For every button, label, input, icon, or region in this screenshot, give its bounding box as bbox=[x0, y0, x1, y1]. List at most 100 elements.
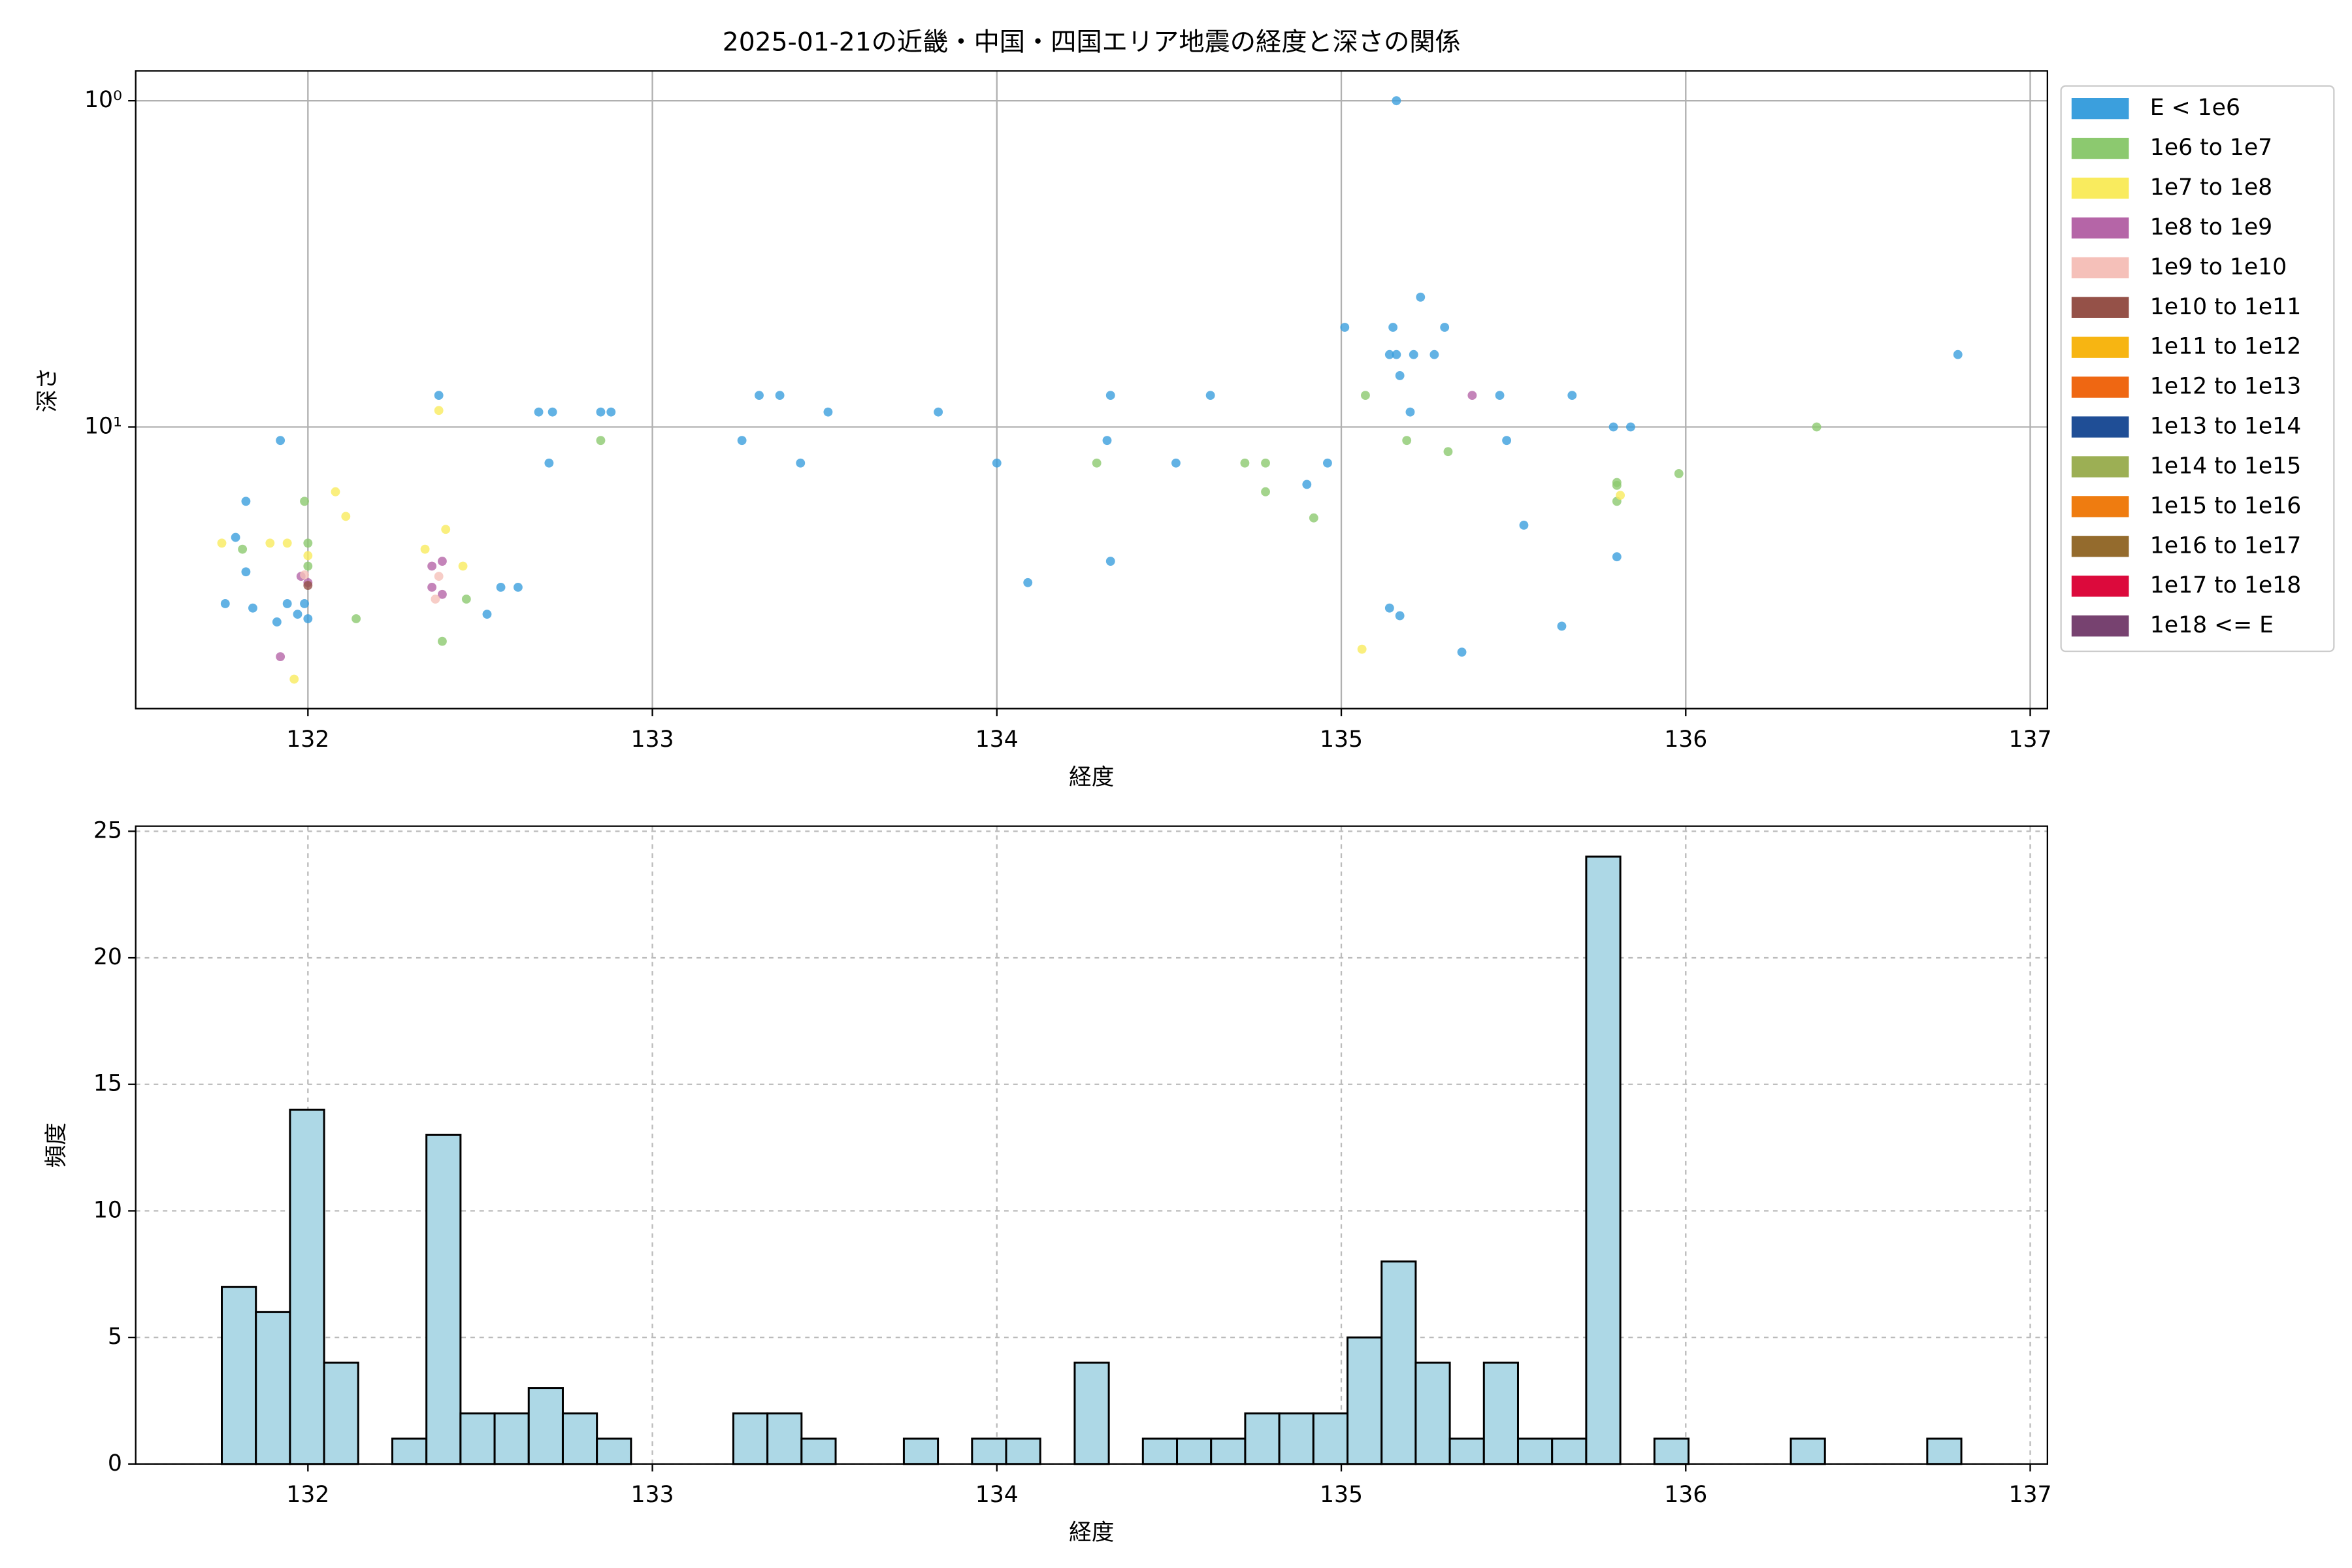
scatter-point bbox=[1812, 422, 1821, 432]
scatter-point bbox=[1625, 422, 1635, 432]
scatter-point bbox=[265, 538, 275, 548]
scatter-point bbox=[1953, 350, 1963, 359]
scatter-point bbox=[441, 525, 451, 534]
x-tick-label: 132 bbox=[286, 1482, 329, 1508]
legend-swatch bbox=[2071, 98, 2129, 120]
scatter-point bbox=[1457, 647, 1467, 657]
scatter-point bbox=[289, 674, 299, 684]
legend-swatch bbox=[2071, 576, 2129, 597]
scatter-point bbox=[1261, 458, 1270, 468]
scatter-point bbox=[1567, 391, 1577, 400]
scatter-point bbox=[220, 599, 230, 608]
scatter-point bbox=[1416, 292, 1426, 302]
legend-swatch bbox=[2071, 217, 2129, 239]
scatter-point bbox=[755, 391, 764, 400]
y-tick-label: 0 bbox=[108, 1450, 122, 1477]
scatter-point bbox=[1519, 520, 1529, 530]
scatter-point bbox=[241, 567, 251, 577]
scatter-point bbox=[276, 652, 286, 662]
scatter-point bbox=[238, 544, 248, 554]
scatter-point bbox=[596, 407, 606, 417]
histogram-bar bbox=[425, 1134, 462, 1465]
scatter-point bbox=[1612, 480, 1622, 490]
scatter-point bbox=[303, 581, 313, 590]
scatter-point bbox=[461, 595, 471, 604]
scatter-point bbox=[1402, 436, 1412, 446]
x-tick-label: 133 bbox=[631, 1482, 674, 1508]
histogram-bar bbox=[1448, 1437, 1485, 1465]
histogram-bar bbox=[1210, 1437, 1247, 1465]
histogram-bar bbox=[766, 1412, 803, 1465]
scatter-point bbox=[1388, 323, 1398, 332]
histogram-bar bbox=[493, 1412, 530, 1465]
scatter-point bbox=[596, 436, 606, 446]
histogram-bar bbox=[1653, 1437, 1690, 1465]
x-tick-label: 136 bbox=[1664, 1482, 1707, 1508]
legend-label: E < 1e6 bbox=[2150, 95, 2240, 121]
scatter-point bbox=[1360, 391, 1370, 400]
legend-swatch bbox=[2071, 177, 2129, 199]
scatter-point bbox=[547, 407, 557, 417]
histogram-bar bbox=[1176, 1437, 1213, 1465]
scatter-point bbox=[1357, 644, 1367, 654]
scatter-point bbox=[231, 532, 240, 542]
scatter-point bbox=[1674, 469, 1684, 478]
y-tick-label: 10 bbox=[93, 1197, 122, 1223]
scatter-point bbox=[438, 636, 447, 646]
scatter-point bbox=[300, 599, 309, 608]
legend-swatch bbox=[2071, 336, 2129, 358]
scatter-point bbox=[1495, 391, 1505, 400]
scatter-point bbox=[434, 391, 444, 400]
legend-label: 1e7 to 1e8 bbox=[2150, 174, 2272, 201]
legend-label: 1e6 to 1e7 bbox=[2150, 135, 2272, 161]
scatter-point bbox=[1102, 436, 1112, 446]
scatter-point bbox=[775, 391, 785, 400]
histogram-bar bbox=[1073, 1362, 1110, 1465]
scatter-point bbox=[1609, 422, 1618, 432]
histogram-bar bbox=[1141, 1437, 1179, 1465]
scatter-point bbox=[458, 561, 468, 571]
scatter-point bbox=[823, 407, 833, 417]
scatter-point bbox=[427, 582, 437, 592]
scatter-point bbox=[1340, 323, 1350, 332]
x-tick-label: 134 bbox=[975, 1482, 1019, 1508]
scatter-point bbox=[1105, 391, 1115, 400]
legend-swatch bbox=[2071, 257, 2129, 278]
histogram-bar bbox=[1380, 1260, 1417, 1465]
legend-swatch bbox=[2071, 615, 2129, 637]
histogram-bar bbox=[255, 1311, 291, 1465]
axes-frame bbox=[135, 825, 2048, 1465]
scatter-point bbox=[992, 458, 1002, 468]
scatter-point bbox=[1205, 391, 1215, 400]
scatter-point bbox=[514, 582, 523, 592]
legend-label: 1e8 to 1e9 bbox=[2150, 214, 2272, 240]
chart-title: 2025-01-21の近畿・中国・四国エリア地震の経度と深さの関係 bbox=[723, 27, 1461, 57]
histogram-bar bbox=[527, 1387, 564, 1465]
histogram-bar bbox=[1005, 1437, 1041, 1465]
legend-label: 1e15 to 1e16 bbox=[2150, 493, 2301, 519]
histogram-bar bbox=[1926, 1437, 1963, 1465]
scatter-point bbox=[331, 487, 340, 497]
scatter-point bbox=[1557, 621, 1567, 631]
scatter-point bbox=[1023, 578, 1033, 587]
scatter-point bbox=[737, 436, 747, 446]
legend-label: 1e10 to 1e11 bbox=[2150, 294, 2301, 320]
x-axis-label: 経度 bbox=[1069, 764, 1114, 791]
legend-label: 1e12 to 1e13 bbox=[2150, 374, 2301, 400]
scatter-point bbox=[341, 512, 351, 521]
scatter-point bbox=[438, 589, 447, 599]
histogram-bar bbox=[459, 1412, 496, 1465]
histogram-bar bbox=[596, 1437, 632, 1465]
scatter-point bbox=[1323, 458, 1332, 468]
scatter-point bbox=[1440, 323, 1450, 332]
legend-label: 1e14 to 1e15 bbox=[2150, 453, 2301, 479]
histogram-bar bbox=[1516, 1437, 1554, 1465]
scatter-point bbox=[276, 436, 286, 446]
histogram-bar bbox=[1551, 1437, 1588, 1465]
legend-swatch bbox=[2071, 496, 2129, 517]
scatter-point bbox=[1105, 557, 1115, 566]
y-axis-label: 頻度 bbox=[44, 1122, 70, 1168]
scatter-point bbox=[431, 595, 440, 604]
x-tick-label: 135 bbox=[1320, 727, 1363, 753]
